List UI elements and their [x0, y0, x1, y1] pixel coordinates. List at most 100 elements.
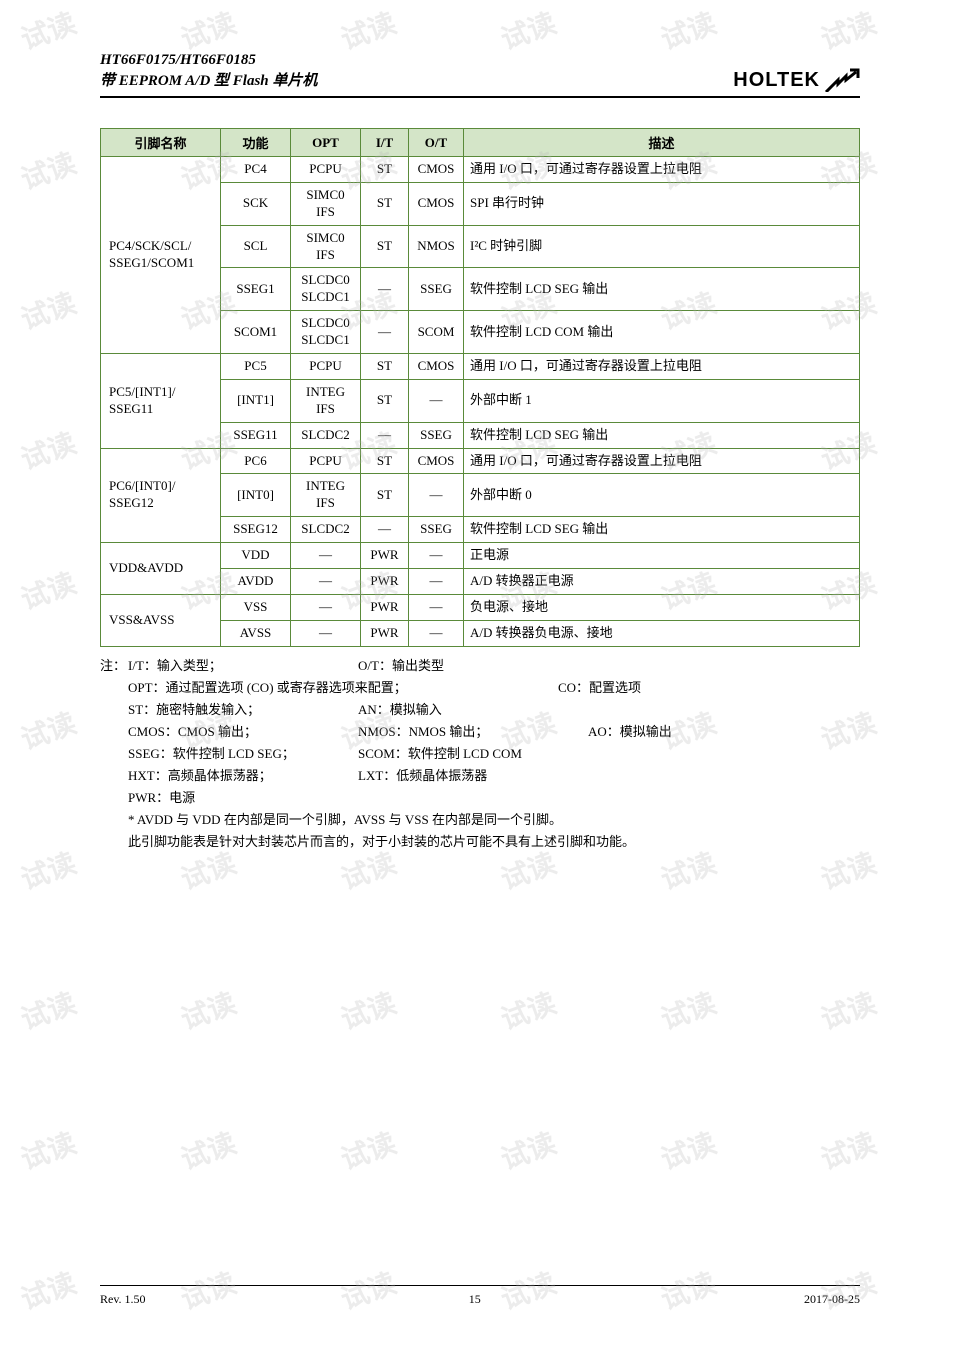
- table-cell-func: SCK: [221, 182, 291, 225]
- footer-date: 2017-08-25: [804, 1292, 860, 1307]
- watermark-text: 试读: [15, 142, 81, 199]
- notes-row: ST：施密特触发输入；AN：模拟输入: [100, 699, 860, 721]
- table-cell-func: PC6: [221, 448, 291, 474]
- footer-rev: Rev. 1.50: [100, 1292, 146, 1307]
- notes-col: ST：施密特触发输入；: [128, 699, 358, 721]
- table-row: PC5/[INT1]/SSEG11PC5PCPUSTCMOS通用 I/O 口，可…: [101, 354, 860, 380]
- table-header-cell: OPT: [291, 129, 361, 157]
- table-cell-desc: 通用 I/O 口，可通过寄存器设置上拉电阻: [464, 157, 860, 183]
- notes-prefix: [100, 787, 128, 809]
- table-cell-desc: 软件控制 LCD SEG 输出: [464, 517, 860, 543]
- table-cell-it: —: [361, 517, 409, 543]
- table-cell-ot: CMOS: [409, 157, 464, 183]
- table-cell-it: ST: [361, 448, 409, 474]
- notes-row: PWR：电源: [100, 787, 860, 809]
- table-cell-it: ST: [361, 474, 409, 517]
- notes-prefix: [100, 699, 128, 721]
- table-header-cell: 功能: [221, 129, 291, 157]
- watermark-text: 试读: [15, 562, 81, 619]
- watermark-text: 试读: [495, 982, 561, 1039]
- notes-col: [588, 765, 818, 787]
- table-cell-opt: SLCDC0SLCDC1: [291, 311, 361, 354]
- table-header-cell: I/T: [361, 129, 409, 157]
- table-row: PC4/SCK/SCL/SSEG1/SCOM1PC4PCPUSTCMOS通用 I…: [101, 157, 860, 183]
- notes-row: SSEG：软件控制 LCD SEG；SCOM：软件控制 LCD COM: [100, 743, 860, 765]
- table-cell-func: [INT0]: [221, 474, 291, 517]
- table-cell-it: ST: [361, 225, 409, 268]
- table-cell-it: PWR: [361, 594, 409, 620]
- watermark-text: 试读: [655, 1122, 721, 1179]
- table-header-cell: 引脚名称: [101, 129, 221, 157]
- table-cell-opt: INTEGIFS: [291, 379, 361, 422]
- pin-name-cell: PC5/[INT1]/SSEG11: [101, 354, 221, 449]
- table-cell-it: ST: [361, 182, 409, 225]
- table-cell-ot: SSEG: [409, 517, 464, 543]
- table-cell-it: —: [361, 268, 409, 311]
- table-cell-it: ST: [361, 379, 409, 422]
- table-cell-desc: 软件控制 LCD SEG 输出: [464, 268, 860, 311]
- notes-section: 注：I/T：输入类型；O/T：输出类型OPT：通过配置选项 (CO) 或寄存器选…: [100, 655, 860, 854]
- table-cell-it: PWR: [361, 569, 409, 595]
- table-cell-ot: SSEG: [409, 268, 464, 311]
- logo-text: HOLTEK: [733, 69, 820, 92]
- table-header-cell: O/T: [409, 129, 464, 157]
- notes-col: PWR：电源: [128, 787, 358, 809]
- table-cell-func: SSEG12: [221, 517, 291, 543]
- header-line1: HT66F0175/HT66F0185: [100, 50, 317, 71]
- watermark-text: 试读: [815, 982, 881, 1039]
- table-cell-func: VDD: [221, 543, 291, 569]
- table-cell-func: PC5: [221, 354, 291, 380]
- notes-col: LXT：低频晶体振荡器: [358, 765, 588, 787]
- notes-row: HXT：高频晶体振荡器；LXT：低频晶体振荡器: [100, 765, 860, 787]
- header-line2: 带 EEPROM A/D 型 Flash 单片机: [100, 71, 317, 92]
- pin-description-table: 引脚名称功能OPTI/TO/T描述 PC4/SCK/SCL/SSEG1/SCOM…: [100, 128, 860, 647]
- page-footer: Rev. 1.50 15 2017-08-25: [100, 1285, 860, 1307]
- table-cell-opt: INTEGIFS: [291, 474, 361, 517]
- table-cell-desc: 通用 I/O 口，可通过寄存器设置上拉电阻: [464, 354, 860, 380]
- watermark-text: 试读: [655, 982, 721, 1039]
- notes-prefix: [100, 677, 128, 699]
- logo-arrows-icon: [824, 68, 860, 92]
- table-cell-opt: SLCDC0SLCDC1: [291, 268, 361, 311]
- table-cell-ot: SCOM: [409, 311, 464, 354]
- table-cell-ot: CMOS: [409, 182, 464, 225]
- watermark-text: 试读: [15, 282, 81, 339]
- table-cell-it: ST: [361, 157, 409, 183]
- table-cell-opt: —: [291, 594, 361, 620]
- table-cell-ot: —: [409, 543, 464, 569]
- table-cell-func: SSEG11: [221, 422, 291, 448]
- table-cell-func: SCOM1: [221, 311, 291, 354]
- pin-name-cell: VSS&AVSS: [101, 594, 221, 646]
- pin-name-cell: PC4/SCK/SCL/SSEG1/SCOM1: [101, 157, 221, 354]
- table-cell-opt: PCPU: [291, 448, 361, 474]
- note-asterisk2: 此引脚功能表是针对大封装芯片而言的，对于小封装的芯片可能不具有上述引脚和功能。: [100, 831, 860, 853]
- notes-col: [588, 699, 818, 721]
- notes-col: I/T：输入类型；: [128, 655, 358, 677]
- table-cell-desc: 外部中断 0: [464, 474, 860, 517]
- table-cell-ot: —: [409, 474, 464, 517]
- notes-prefix: [100, 765, 128, 787]
- table-cell-opt: PCPU: [291, 157, 361, 183]
- table-cell-func: SCL: [221, 225, 291, 268]
- notes-col: SCOM：软件控制 LCD COM: [358, 743, 588, 765]
- table-cell-ot: —: [409, 620, 464, 646]
- watermark-text: 试读: [15, 1262, 81, 1319]
- table-cell-desc: SPI 串行时钟: [464, 182, 860, 225]
- watermark-text: 试读: [815, 1122, 881, 1179]
- table-cell-it: —: [361, 422, 409, 448]
- table-cell-opt: SIMC0IFS: [291, 225, 361, 268]
- watermark-text: 试读: [15, 422, 81, 479]
- table-cell-it: ST: [361, 354, 409, 380]
- table-cell-it: PWR: [361, 543, 409, 569]
- notes-prefix: [100, 743, 128, 765]
- watermark-text: 试读: [175, 982, 241, 1039]
- table-cell-func: PC4: [221, 157, 291, 183]
- table-cell-func: AVSS: [221, 620, 291, 646]
- watermark-text: 试读: [15, 2, 81, 59]
- header-logo: HOLTEK: [733, 68, 860, 92]
- notes-row: CMOS：CMOS 输出；NMOS：NMOS 输出；AO：模拟输出: [100, 721, 860, 743]
- notes-col: [588, 743, 818, 765]
- notes-row: OPT：通过配置选项 (CO) 或寄存器选项来配置；CO：配置选项: [100, 677, 860, 699]
- table-cell-ot: —: [409, 594, 464, 620]
- table-cell-it: PWR: [361, 620, 409, 646]
